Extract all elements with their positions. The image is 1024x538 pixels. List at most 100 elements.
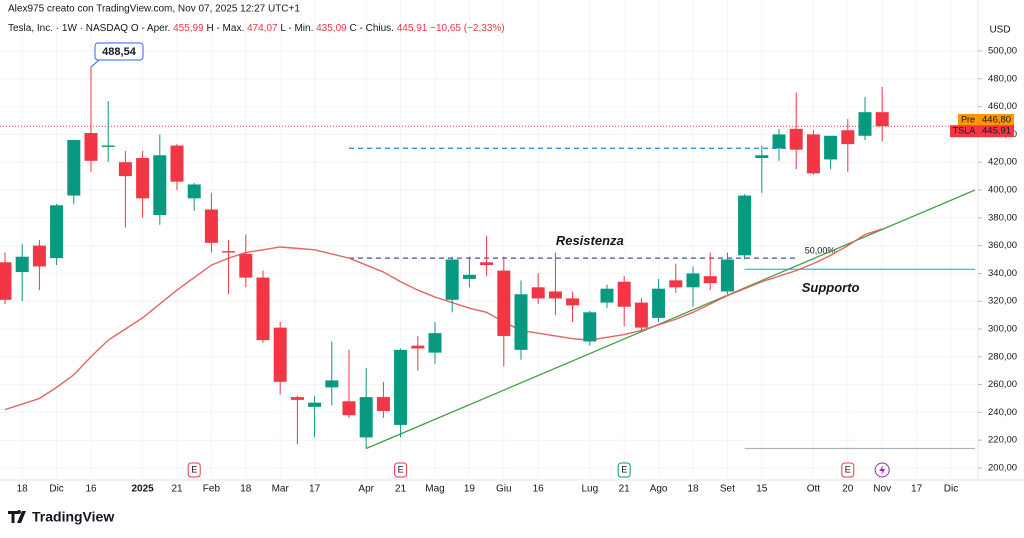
- y-tick-label: 380,00: [988, 212, 1017, 223]
- x-tick-label: 21: [171, 484, 183, 495]
- y-tick-label: 260,00: [988, 379, 1017, 390]
- candle-body: [359, 397, 373, 438]
- candle-body: [290, 397, 304, 400]
- change: −10,65 (−2,33%): [430, 23, 505, 34]
- candle-body: [445, 259, 459, 300]
- candle-body: [841, 130, 855, 145]
- ohlc-label: O - Aper.: [131, 23, 170, 34]
- price-tag-name-bg: [950, 125, 978, 138]
- candle-body: [273, 327, 287, 382]
- x-tick-label: 16: [85, 484, 97, 495]
- ohlc-value: 474,07: [247, 23, 278, 34]
- candle-body: [514, 294, 528, 350]
- level-label: Supporto: [802, 280, 860, 295]
- callout-box: [94, 42, 144, 61]
- footer-bg: [0, 504, 1024, 538]
- candle-body: [256, 277, 270, 341]
- price-tag-value: 446,80: [982, 114, 1011, 125]
- candle-body: [136, 158, 150, 199]
- candle-body: [462, 274, 476, 279]
- candle-body: [15, 256, 29, 273]
- ohlc-label: C - Chius.: [350, 23, 394, 34]
- candle-body: [308, 402, 322, 407]
- event-label: E: [621, 464, 627, 474]
- candle-body: [634, 302, 648, 328]
- event-label: E: [191, 464, 197, 474]
- y-tick-label: 420,00: [988, 157, 1017, 168]
- candle-body: [84, 133, 98, 161]
- y-tick-label: 480,00: [988, 73, 1017, 84]
- event-icon: [187, 462, 201, 478]
- trendline: [365, 189, 976, 450]
- candle-body: [342, 401, 356, 416]
- x-tick-label: 19: [464, 484, 476, 495]
- y-axis-title: USD: [989, 25, 1010, 36]
- price-tag-bg: [978, 125, 1014, 138]
- x-tick-label: Feb: [203, 484, 221, 495]
- candle-body: [738, 195, 752, 256]
- y-tick-label: 360,00: [988, 240, 1017, 251]
- candle-body: [669, 280, 683, 288]
- candle-body: [686, 273, 700, 288]
- x-tick-label: Dic: [944, 484, 958, 495]
- ohlc-value: 455,99: [173, 23, 204, 34]
- candle-body: [858, 112, 872, 136]
- candle-body: [617, 281, 631, 307]
- y-tick-label: 220,00: [988, 435, 1017, 446]
- candle-body: [824, 135, 838, 160]
- candle-body: [772, 134, 786, 149]
- base: [0, 0, 978, 478]
- callout-label: 488,54: [102, 46, 137, 58]
- x-tick-label: 18: [240, 484, 252, 495]
- candle-body: [170, 145, 184, 182]
- symbol: Tesla, Inc. · 1W · NASDAQ: [8, 23, 128, 34]
- candle-body: [789, 128, 803, 150]
- event-label: E: [398, 464, 404, 474]
- candle-body: [480, 262, 494, 266]
- event-icon: [617, 462, 631, 478]
- x-tick-label: Mag: [425, 484, 444, 495]
- x-tick-label: Ago: [650, 484, 668, 495]
- candle-body: [222, 251, 236, 253]
- x-tick-label: Lug: [581, 484, 598, 495]
- x-tick-label: 16: [533, 484, 545, 495]
- y-tick-label: 340,00: [988, 268, 1017, 279]
- ohlc-label: H - Max.: [206, 23, 244, 34]
- candle-body: [0, 262, 12, 300]
- x-tick-label: 18: [687, 484, 699, 495]
- price-tag-value: 445,91: [982, 126, 1011, 137]
- x-tick-label: 15: [756, 484, 768, 495]
- candle-body: [806, 134, 820, 174]
- credit: Alex975 creato con TradingView.com, Nov …: [8, 4, 300, 15]
- candle-body: [566, 298, 580, 306]
- x-tick-label: 18: [17, 484, 29, 495]
- event-icon: [841, 462, 855, 478]
- candle-body: [548, 291, 562, 299]
- event-label: E: [845, 464, 851, 474]
- event-bolt: [879, 465, 886, 475]
- price-tag-bg: [978, 113, 1014, 126]
- x-tick-label: 17: [309, 484, 321, 495]
- candle-body: [720, 259, 734, 292]
- candle-body: [50, 205, 64, 259]
- x-tick-label: Ott: [807, 484, 821, 495]
- x-tick-label: Apr: [358, 484, 374, 495]
- candle-body: [583, 312, 597, 342]
- event-icon: [394, 462, 408, 478]
- x-tick-label: 20: [842, 484, 854, 495]
- x-tick-label: Nov: [873, 484, 891, 495]
- price-tag-name: Pre: [961, 114, 975, 124]
- candle-body: [531, 287, 545, 299]
- candle-body: [411, 345, 425, 349]
- candle-body: [428, 333, 442, 353]
- ohlc-label: L - Min.: [280, 23, 313, 34]
- x-tick-label: Giu: [496, 484, 512, 495]
- x-tick-label: 17: [911, 484, 923, 495]
- y-tick-label: 280,00: [988, 351, 1017, 362]
- candle-body: [67, 139, 81, 196]
- candle-body: [101, 145, 115, 147]
- candle-body: [394, 349, 408, 425]
- candle-body: [376, 397, 390, 412]
- y-tick-label: 200,00: [988, 463, 1017, 474]
